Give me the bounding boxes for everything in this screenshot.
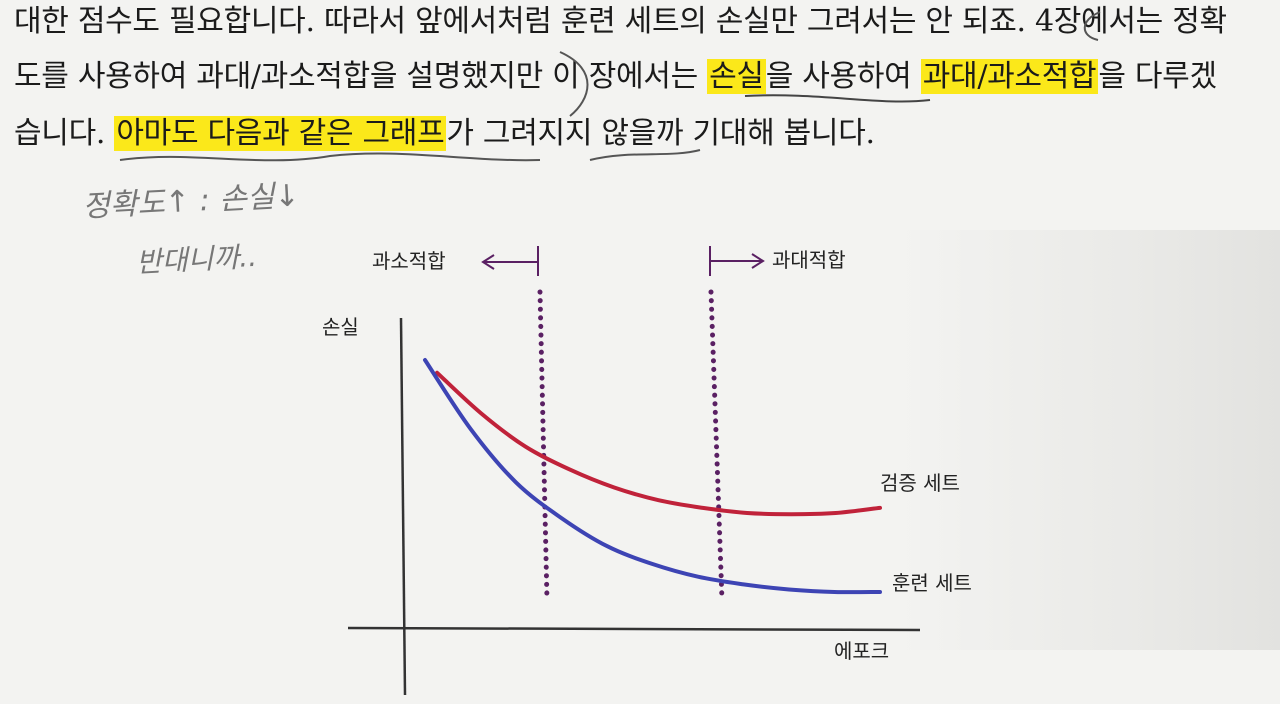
series-label-train: 훈련 세트 xyxy=(892,571,972,595)
line1-text: 대한 점수도 필요합니다. 따라서 앞에서처럼 훈련 세트의 손실만 그려서는 … xyxy=(14,4,1227,39)
highlight-loss: 손실 xyxy=(707,59,766,94)
pencil-underline-graph xyxy=(119,152,541,162)
overfit-arrow-head xyxy=(751,253,765,269)
x-axis-label: 에포크 xyxy=(834,639,889,663)
training-loss-curve xyxy=(423,358,882,595)
line2-text-a: 도를 사용하여 과대/과소적합을 설명했지만 이 장에서는 xyxy=(14,59,708,94)
pencil-underline-graph-2 xyxy=(589,149,701,161)
body-text-line-2: 도를 사용하여 과대/과소적합을 설명했지만 이 장에서는 손실을 사용하여 과… xyxy=(14,57,1217,97)
line2-text-c: 을 다루겠 xyxy=(1098,59,1217,94)
line3-text-b: 가 그려지지 않을까 기대해 봅니다. xyxy=(446,116,875,151)
underfit-label: 과소적합 xyxy=(372,249,446,273)
pencil-scribble-1 xyxy=(1083,11,1101,41)
highlight-graph: 아마도 다음과 같은 그래프 xyxy=(114,116,447,151)
underfit-arrow-head xyxy=(481,254,495,270)
underfit-boundary-line xyxy=(537,289,550,603)
y-axis xyxy=(399,317,407,696)
overfit-label: 과대적합 xyxy=(772,248,846,272)
body-text-line-3: 습니다. 아마도 다음과 같은 그래프가 그려지지 않을까 기대해 봅니다. xyxy=(14,114,875,154)
series-label-validation: 검증 세트 xyxy=(880,471,960,495)
highlight-overfit-underfit: 과대/과소적합 xyxy=(920,59,1099,94)
line2-text-b: 을 사용하여 xyxy=(765,59,921,94)
y-axis-label: 손실 xyxy=(322,315,359,339)
overfit-boundary-line xyxy=(708,289,725,603)
curves-group xyxy=(423,358,882,595)
pencil-underline-loss xyxy=(744,94,931,103)
line3-text-a: 습니다. xyxy=(14,116,115,151)
validation-loss-curve xyxy=(435,370,882,517)
bleed-through-shadow xyxy=(900,230,1280,650)
pencil-scribble-2 xyxy=(559,51,589,117)
body-text-line-1: 대한 점수도 필요합니다. 따라서 앞에서처럼 훈련 세트의 손실만 그려서는 … xyxy=(14,2,1227,42)
x-axis xyxy=(347,626,921,632)
